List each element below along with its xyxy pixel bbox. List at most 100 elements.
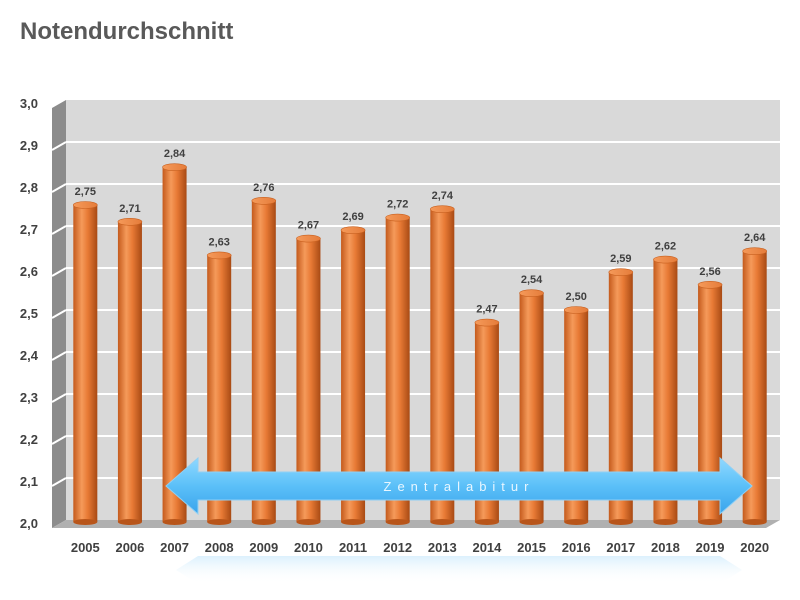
data-label: 2,75 <box>75 186 96 198</box>
data-label: 2,62 <box>655 241 676 253</box>
bar-base <box>698 519 723 525</box>
gridline-side <box>51 141 67 151</box>
bar-body <box>162 167 187 522</box>
bar-top <box>251 197 277 205</box>
data-label: 2,72 <box>387 199 408 211</box>
bar-base <box>430 519 455 525</box>
bar-top <box>296 234 321 243</box>
data-label: 2,59 <box>610 253 631 265</box>
gridline-side <box>51 309 67 319</box>
bar-base <box>207 519 232 525</box>
x-tick-label: 2014 <box>472 540 502 555</box>
data-label: 2,47 <box>476 304 497 316</box>
x-tick-label: 2016 <box>562 540 591 555</box>
bar <box>162 163 187 525</box>
x-tick-label: 2005 <box>71 540 100 555</box>
zentralabitur-arrow <box>165 456 753 516</box>
bar-base <box>742 519 767 525</box>
gridline-side <box>51 351 67 361</box>
bar <box>73 201 98 525</box>
bar-top <box>73 201 98 209</box>
data-label: 2,56 <box>699 266 720 278</box>
bar-base <box>117 519 142 525</box>
bar-top <box>474 318 500 327</box>
data-label: 2,64 <box>744 232 766 244</box>
x-tick-label: 2019 <box>696 540 725 555</box>
y-tick-label: 2,7 <box>20 222 38 237</box>
bar-base <box>73 519 98 525</box>
chart-title: Notendurchschnitt <box>20 18 234 45</box>
bar-body <box>430 209 455 522</box>
data-label: 2,69 <box>342 211 363 223</box>
data-label: 2,50 <box>565 291 586 303</box>
x-tick-label: 2010 <box>294 540 323 555</box>
x-tick-label: 2017 <box>606 540 635 555</box>
x-tick-label: 2015 <box>517 540 546 555</box>
bar-body <box>742 251 767 522</box>
floor <box>52 520 780 528</box>
bar-top <box>653 255 678 264</box>
y-tick-label: 2,2 <box>20 432 38 447</box>
bar-top <box>563 306 589 314</box>
data-label: 2,84 <box>164 148 186 160</box>
y-tick-label: 2,0 <box>20 516 38 531</box>
bar <box>742 247 767 525</box>
bar-top <box>385 213 410 222</box>
bar-base <box>564 519 589 525</box>
data-label: 2,63 <box>208 236 229 248</box>
y-tick-label: 2,1 <box>20 474 38 489</box>
bar-top <box>742 247 767 255</box>
gridline-side <box>51 393 67 403</box>
bar-top <box>697 280 723 289</box>
y-tick-label: 2,6 <box>20 264 38 279</box>
x-tick-label: 2020 <box>740 540 769 555</box>
bar-base <box>162 519 187 525</box>
bar-top <box>519 289 544 298</box>
x-tick-label: 2006 <box>115 540 144 555</box>
bar-base <box>653 519 678 525</box>
y-tick-label: 2,3 <box>20 390 38 405</box>
gridline-side <box>51 477 67 487</box>
x-tick-label: 2008 <box>205 540 234 555</box>
bar-base <box>251 519 276 525</box>
y-tick-label: 2,9 <box>20 138 38 153</box>
data-label: 2,71 <box>119 203 140 215</box>
bar-body <box>385 217 410 522</box>
data-label: 2,54 <box>521 274 543 286</box>
x-tick-label: 2009 <box>249 540 278 555</box>
x-tick-label: 2013 <box>428 540 457 555</box>
bar-base <box>519 519 544 525</box>
bar-base <box>296 519 321 525</box>
gridline-side <box>51 183 67 193</box>
gridline-side <box>51 267 67 277</box>
bar-top <box>340 226 366 234</box>
bar-body <box>251 200 276 523</box>
y-tick-label: 2,5 <box>20 306 38 321</box>
bar <box>430 205 455 525</box>
y-tick-label: 3,0 <box>20 96 38 111</box>
x-tick-label: 2011 <box>339 540 367 555</box>
x-tick-label: 2007 <box>160 540 189 555</box>
bar-body <box>117 221 142 523</box>
bar-top <box>117 218 143 226</box>
gridline-side <box>51 225 67 235</box>
data-label: 2,67 <box>298 220 319 232</box>
bar-base <box>474 519 499 525</box>
bar-base <box>385 519 410 525</box>
gridline-side <box>51 435 67 445</box>
bar-top <box>206 251 232 260</box>
bar-top <box>162 163 187 171</box>
bar <box>251 197 277 525</box>
bar-body <box>73 205 98 522</box>
x-tick-label: 2018 <box>651 540 680 555</box>
y-tick-label: 2,8 <box>20 180 38 195</box>
data-label: 2,76 <box>253 182 274 194</box>
x-tick-label: 2012 <box>383 540 412 555</box>
y-tick-label: 2,4 <box>20 348 39 363</box>
bar <box>117 218 143 525</box>
arrow-reflection <box>176 556 742 584</box>
bar <box>385 213 410 525</box>
data-label: 2,74 <box>432 190 454 202</box>
bar-base <box>341 519 366 525</box>
